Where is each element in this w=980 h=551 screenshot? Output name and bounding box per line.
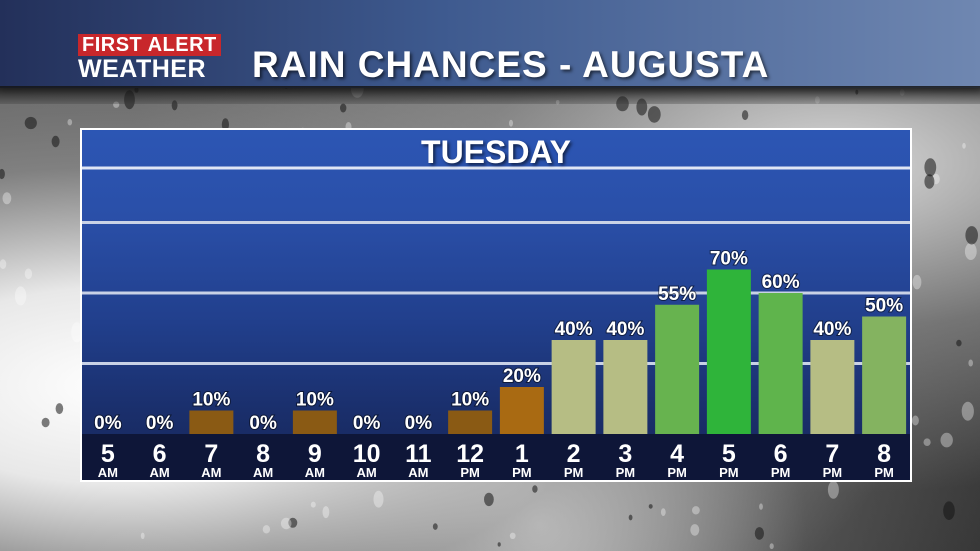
- bar-value-label: 0%: [405, 413, 433, 434]
- bar-value-label: 0%: [146, 413, 174, 434]
- x-tick-hour: 8: [877, 440, 891, 468]
- bar: [292, 410, 337, 434]
- x-tick-hour: 6: [153, 440, 167, 468]
- x-tick-hour: 9: [308, 440, 322, 468]
- x-tick-period: AM: [98, 465, 118, 480]
- x-tick-period: AM: [408, 465, 428, 480]
- bar-value-label: 50%: [865, 296, 903, 317]
- x-tick-hour: 6: [774, 440, 788, 468]
- bar-value-label: 20%: [503, 366, 541, 387]
- x-tick-period: AM: [201, 465, 221, 480]
- x-tick-hour: 12: [456, 440, 484, 468]
- x-tick-hour: 1: [515, 440, 529, 468]
- x-tick-period: PM: [771, 465, 791, 480]
- x-tick-period: PM: [719, 465, 739, 480]
- x-tick-period: PM: [512, 465, 532, 480]
- x-tick-period: AM: [150, 465, 170, 480]
- x-tick-hour: 5: [722, 440, 736, 468]
- bar-value-label: 40%: [555, 319, 593, 340]
- bar: [189, 410, 234, 434]
- bar-value-label: 0%: [94, 413, 122, 434]
- bar-value-label: 10%: [451, 390, 489, 411]
- bar: [810, 340, 855, 434]
- bar-value-label: 0%: [249, 413, 277, 434]
- x-tick-period: PM: [874, 465, 894, 480]
- day-title: TUESDAY: [421, 134, 571, 170]
- bar: [603, 340, 648, 434]
- header-shadow-strip: [0, 86, 980, 104]
- x-tick-period: PM: [823, 465, 843, 480]
- x-tick-period: PM: [460, 465, 480, 480]
- bar: [758, 293, 803, 434]
- bar-value-label: 60%: [762, 272, 800, 293]
- bar: [551, 340, 596, 434]
- bar-value-label: 10%: [192, 390, 230, 411]
- bar: [499, 387, 544, 434]
- bar-value-label: 40%: [813, 319, 851, 340]
- bar: [862, 316, 907, 434]
- x-tick-hour: 8: [256, 440, 270, 468]
- header-bar: FIRST ALERT WEATHER RAIN CHANCES - AUGUS…: [0, 0, 980, 88]
- bar: [448, 410, 493, 434]
- x-tick-hour: 11: [405, 440, 432, 468]
- x-tick-hour: 7: [825, 440, 839, 468]
- bar-value-label: 10%: [296, 390, 334, 411]
- x-tick-period: AM: [357, 465, 377, 480]
- x-axis-strip: [82, 434, 910, 480]
- logo-line2: WEATHER: [78, 55, 207, 83]
- x-tick-period: AM: [305, 465, 325, 480]
- x-tick-period: PM: [667, 465, 687, 480]
- x-tick-hour: 7: [204, 440, 218, 468]
- bar-value-label: 40%: [606, 319, 644, 340]
- first-alert-weather-logo: FIRST ALERT WEATHER: [78, 34, 230, 82]
- page-title: RAIN CHANCES - AUGUSTA: [252, 44, 770, 85]
- x-tick-hour: 2: [567, 440, 581, 468]
- bar-value-label: 70%: [710, 249, 748, 270]
- bar: [655, 304, 700, 434]
- rain-chance-chart: 0%5AM0%6AM10%7AM0%8AM10%9AM0%10AM0%11AM1…: [82, 166, 910, 480]
- bar-value-label: 55%: [658, 284, 696, 305]
- x-tick-period: PM: [616, 465, 636, 480]
- x-tick-hour: 10: [353, 440, 381, 468]
- x-tick-period: PM: [564, 465, 584, 480]
- x-tick-period: AM: [253, 465, 273, 480]
- logo-line1: FIRST ALERT: [78, 34, 221, 56]
- bar-value-label: 0%: [353, 413, 381, 434]
- bar: [706, 269, 751, 434]
- x-tick-hour: 3: [618, 440, 632, 468]
- chart-panel: 0% 5 AM 0% 6 AM 10% 7 AM 0% 8 AM 10% 9 AM 0% 10 AM 0% 11 AM 1…: [80, 128, 912, 482]
- x-tick-hour: 5: [101, 440, 115, 468]
- x-tick-hour: 4: [670, 440, 684, 468]
